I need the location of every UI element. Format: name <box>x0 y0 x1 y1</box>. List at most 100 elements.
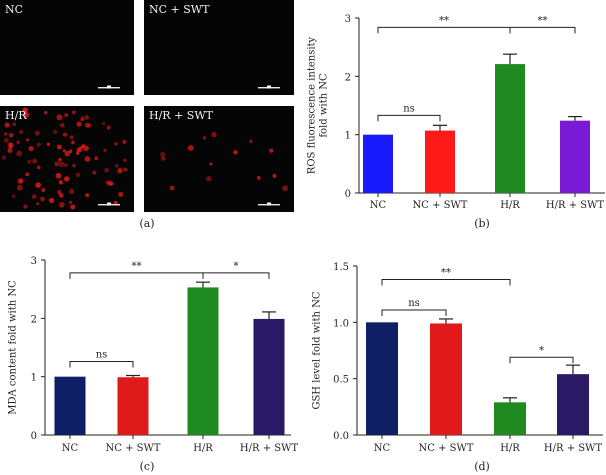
cell-nucleus <box>76 121 82 127</box>
x-tick-label: NC + SWT <box>413 200 468 211</box>
cell-nucleus <box>58 157 62 162</box>
cell-nucleus <box>233 150 238 155</box>
x-tick-label: NC <box>62 443 79 454</box>
tile-label: H/R + SWT <box>149 109 214 122</box>
cell-nucleus <box>16 184 23 191</box>
cell-nucleus <box>256 176 261 180</box>
tile-label: H/R <box>5 109 27 122</box>
cell-nucleus <box>12 122 17 126</box>
y-axis-label-line: ROS fluorescence intensity <box>307 36 318 174</box>
cell-nucleus <box>62 132 68 137</box>
cell-nucleus <box>46 142 50 146</box>
x-tick-label: NC + SWT <box>419 443 474 454</box>
y-tick-label: 0 <box>345 189 351 200</box>
cell-nucleus <box>75 172 81 178</box>
panel-caption: (b) <box>474 217 490 230</box>
y-tick-label: 0 <box>31 431 37 442</box>
cell-nucleus <box>18 178 24 184</box>
cell-nucleus <box>169 185 175 191</box>
cell-nucleus <box>249 139 253 143</box>
cell-nucleus <box>25 172 30 177</box>
significance-bracket <box>377 114 441 122</box>
cell-nucleus <box>55 172 62 179</box>
cell-nucleus <box>206 176 212 182</box>
cell-nucleus <box>101 121 106 126</box>
cell-nucleus <box>84 156 91 162</box>
cell-nucleus <box>211 131 217 138</box>
micrograph-tile-3: H/R <box>0 106 134 212</box>
bar-1 <box>366 322 398 435</box>
y-tick-label: 2 <box>345 72 351 83</box>
cell-nucleus <box>85 193 90 198</box>
cell-nucleus <box>41 187 46 193</box>
cell-nucleus <box>40 196 45 202</box>
significance-bracket <box>69 361 134 368</box>
scale-bar-marker <box>267 85 271 89</box>
micrograph-background <box>0 0 134 95</box>
significance-label: ns <box>408 298 420 309</box>
chart-d-gsh: 0.0 0.5 1.0 1.5 GSH level fold with NC NC NC +… <box>312 262 603 473</box>
cell-nucleus <box>34 130 40 136</box>
significance-label: * <box>539 345 544 356</box>
significance-bracket <box>509 26 576 34</box>
x-tick-label: H/R + SWT <box>544 443 602 454</box>
bar-3 <box>495 64 525 193</box>
cell-nucleus <box>64 113 69 118</box>
cell-nucleus <box>16 150 23 157</box>
cell-nucleus <box>84 115 90 120</box>
y-tick-label: 1 <box>345 131 351 142</box>
y-tick-label: 1.0 <box>333 318 349 329</box>
cell-nucleus <box>59 193 64 198</box>
cell-nucleus <box>123 167 128 172</box>
cell-nucleus <box>32 158 37 164</box>
cell-nucleus <box>72 163 76 168</box>
bar-4 <box>557 374 589 435</box>
cell-nucleus <box>84 122 90 128</box>
x-tick-label: NC <box>374 443 391 454</box>
y-axis-label: ROS fluorescence intensityfold with NC <box>307 36 330 174</box>
tile-label: NC <box>5 3 23 16</box>
panel-caption: (c) <box>140 460 155 473</box>
cell-nucleus <box>18 129 24 135</box>
micrograph-tile-1: NC <box>0 0 134 95</box>
cell-nucleus <box>3 132 8 136</box>
cell-nucleus <box>202 136 207 140</box>
micrograph-tile-2: NC + SWT <box>144 0 294 95</box>
cell-nucleus <box>68 200 73 205</box>
cell-nucleus <box>106 125 111 130</box>
cell-nucleus <box>103 148 107 153</box>
y-tick-label: 1 <box>31 373 37 384</box>
significance-label: ** <box>538 15 548 26</box>
x-tick-label: NC + SWT <box>106 443 161 454</box>
significance-label: ns <box>96 350 108 361</box>
bar-3 <box>187 287 219 435</box>
cell-nucleus <box>209 162 213 166</box>
cell-nucleus <box>36 202 40 206</box>
cell-nucleus <box>3 137 9 143</box>
panel-a-micrographs: NC NC + SWT H/R H/R + SWT (a) <box>0 0 294 230</box>
bar-3 <box>494 402 526 435</box>
cell-nucleus <box>58 180 64 185</box>
cell-nucleus <box>108 181 114 187</box>
cell-nucleus <box>117 168 123 174</box>
y-tick-label: 1.5 <box>333 262 349 273</box>
cell-nucleus <box>68 188 75 195</box>
significance-label: ns <box>403 103 415 114</box>
cell-nucleus <box>1 155 7 160</box>
significance-label: ** <box>441 268 451 279</box>
cell-nucleus <box>57 144 62 150</box>
cell-nucleus <box>187 145 194 151</box>
cell-nucleus <box>8 132 14 138</box>
cell-nucleus <box>64 150 71 157</box>
significance-label: ** <box>132 261 142 272</box>
micrograph-tile-4: H/R + SWT <box>144 106 294 212</box>
y-axis-label: GSH level fold with NC <box>312 291 323 409</box>
y-tick-label: 3 <box>31 256 37 267</box>
cell-nucleus <box>28 146 34 152</box>
micrograph-background <box>144 0 294 95</box>
cell-nucleus <box>58 192 63 197</box>
cell-nucleus <box>71 110 76 115</box>
cell-nucleus <box>64 163 68 167</box>
bar-1 <box>54 376 86 435</box>
cell-nucleus <box>48 197 55 204</box>
